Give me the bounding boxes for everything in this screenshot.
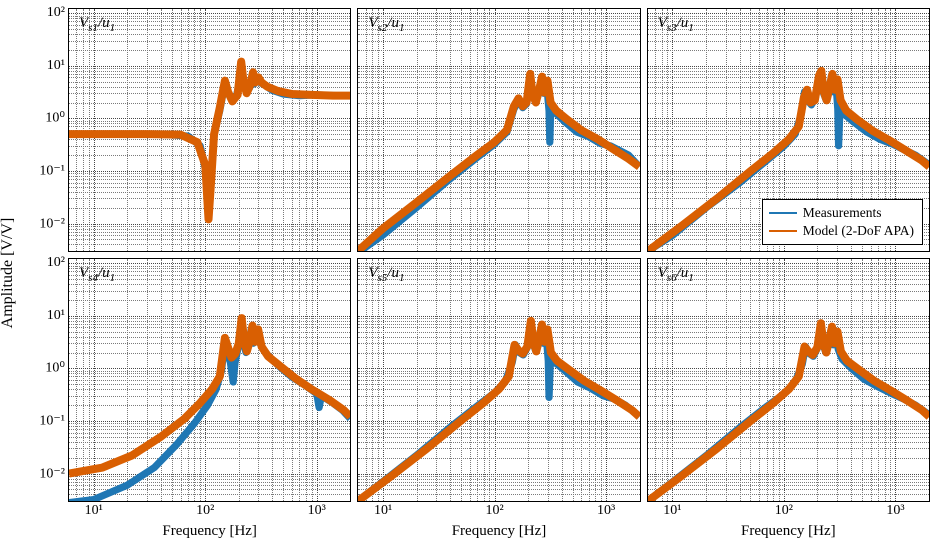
panel-2: Vs2/u1 xyxy=(357,8,640,252)
y-tick-label: 10¹ xyxy=(47,58,65,74)
model-line xyxy=(648,323,929,501)
legend-label: Model (2-DoF APA) xyxy=(803,223,914,239)
panel-1: Vs1/u110⁻²10⁻¹10⁰10¹10² xyxy=(68,8,351,252)
panel-title: Vs2/u1 xyxy=(368,15,404,34)
x-tick-label: 10² xyxy=(196,503,214,519)
legend-item: Model (2-DoF APA) xyxy=(769,222,914,240)
curves xyxy=(358,9,639,251)
panel-title: Vs6/u1 xyxy=(658,265,694,284)
panel-6: Vs6/u110¹10²10³Frequency [Hz] xyxy=(647,258,930,502)
panel-3: Vs3/u1 Measurements Model (2-DoF APA) xyxy=(647,8,930,252)
x-tick-label: 10³ xyxy=(597,503,615,519)
model-line xyxy=(358,321,639,501)
curves xyxy=(648,259,929,501)
panel-4: Vs4/u110⁻²10⁻¹10⁰10¹10²10¹10²10³Frequenc… xyxy=(68,258,351,502)
x-tick-label: 10³ xyxy=(886,503,904,519)
legend-item: Measurements xyxy=(769,204,914,222)
figure: Amplitude [V/V] Vs1/u110⁻²10⁻¹10⁰10¹10²V… xyxy=(0,0,938,546)
plot-area xyxy=(648,259,929,501)
plot-area xyxy=(358,9,639,251)
x-tick-label: 10¹ xyxy=(85,503,103,519)
x-axis-label: Frequency [Hz] xyxy=(452,523,547,540)
panel-title: Vs3/u1 xyxy=(658,15,694,34)
plot-area xyxy=(69,9,350,251)
y-tick-label: 10⁰ xyxy=(45,360,65,377)
measurements-line xyxy=(69,321,350,501)
plot-area xyxy=(69,259,350,501)
panel-title: Vs5/u1 xyxy=(368,265,404,284)
panel-title: Vs1/u1 xyxy=(79,15,115,34)
curves xyxy=(69,259,350,501)
y-axis-label: Amplitude [V/V] xyxy=(0,218,17,329)
y-tick-label: 10¹ xyxy=(47,308,65,324)
legend: Measurements Model (2-DoF APA) xyxy=(762,199,923,245)
plot-area xyxy=(358,259,639,501)
measurements-line xyxy=(358,79,639,251)
measurements-line xyxy=(648,326,929,501)
x-tick-label: 10² xyxy=(775,503,793,519)
panel-5: Vs5/u110¹10²10³Frequency [Hz] xyxy=(357,258,640,502)
model-line xyxy=(69,318,350,473)
x-tick-label: 10¹ xyxy=(374,503,392,519)
legend-label: Measurements xyxy=(803,205,882,221)
curves xyxy=(69,9,350,251)
x-axis-label: Frequency [Hz] xyxy=(162,523,257,540)
measurements-line xyxy=(358,324,639,501)
x-tick-label: 10¹ xyxy=(663,503,681,519)
x-tick-label: 10² xyxy=(485,503,503,519)
y-tick-label: 10⁻² xyxy=(39,465,65,482)
legend-swatch xyxy=(769,212,797,214)
y-tick-label: 10⁻¹ xyxy=(39,412,65,429)
panel-title: Vs4/u1 xyxy=(79,265,115,284)
panel-grid: Vs1/u110⁻²10⁻¹10⁰10¹10² Vs2/u1 Vs3/u1 Measu… xyxy=(68,8,930,502)
y-tick-label: 10⁻¹ xyxy=(39,162,65,179)
y-tick-label: 10² xyxy=(47,255,65,271)
y-tick-label: 10² xyxy=(47,5,65,21)
y-tick-label: 10⁻² xyxy=(39,215,65,232)
legend-swatch xyxy=(769,230,797,232)
x-axis-label: Frequency [Hz] xyxy=(741,523,836,540)
curves xyxy=(358,259,639,501)
x-tick-label: 10³ xyxy=(308,503,326,519)
model-line xyxy=(69,62,350,220)
y-tick-label: 10⁰ xyxy=(45,110,65,127)
